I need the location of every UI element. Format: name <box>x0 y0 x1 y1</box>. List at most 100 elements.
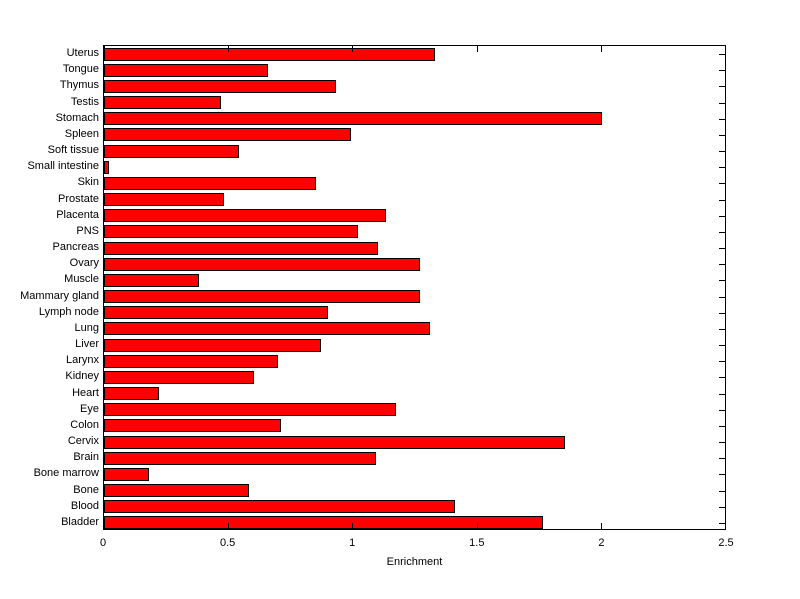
y-tick-label-cervix: Cervix <box>67 435 99 448</box>
x-tick-mark <box>228 523 229 529</box>
y-tick-mark <box>719 458 725 459</box>
y-tick-mark <box>719 280 725 281</box>
bar-tongue <box>104 63 268 77</box>
bar-colon <box>104 419 281 433</box>
x-tick-mark <box>104 46 105 52</box>
y-tick-mark <box>719 442 725 443</box>
y-tick-label-small-intestine: Small intestine <box>27 160 99 173</box>
y-tick-label-larynx: Larynx <box>65 354 99 367</box>
x-tick-mark <box>477 46 478 52</box>
y-tick-mark <box>719 377 725 378</box>
y-tick-mark <box>719 119 725 120</box>
y-tick-mark <box>719 361 725 362</box>
bar-brain <box>104 451 376 465</box>
bar-stomach <box>104 112 602 126</box>
y-tick-mark <box>719 313 725 314</box>
bar-muscle <box>104 273 199 287</box>
y-tick-mark <box>719 264 725 265</box>
x-tick-mark <box>725 46 726 52</box>
y-tick-label-pancreas: Pancreas <box>52 241 99 254</box>
bar-soft-tissue <box>104 144 239 158</box>
x-tick-mark <box>352 46 353 52</box>
bar-eye <box>104 403 396 417</box>
bar-blood <box>104 500 455 514</box>
bar-pns <box>104 225 358 239</box>
y-tick-label-thymus: Thymus <box>59 79 99 92</box>
y-tick-mark <box>719 86 725 87</box>
y-tick-mark <box>719 54 725 55</box>
bar-bladder <box>104 516 543 530</box>
y-tick-label-mammary-gland: Mammary gland <box>20 289 99 302</box>
y-tick-mark <box>719 70 725 71</box>
bar-bone-marrow <box>104 467 149 481</box>
bar-spleen <box>104 128 351 142</box>
y-tick-mark <box>719 426 725 427</box>
y-tick-mark <box>719 248 725 249</box>
bar-kidney <box>104 370 254 384</box>
y-tick-label-spleen: Spleen <box>64 127 99 140</box>
y-tick-label-lymph-node: Lymph node <box>38 305 99 318</box>
x-tick-label-2: 2 <box>598 537 605 549</box>
bar-liver <box>104 338 321 352</box>
y-tick-label-skin: Skin <box>77 176 99 189</box>
y-tick-label-kidney: Kidney <box>65 370 99 383</box>
bar-cervix <box>104 435 565 449</box>
y-tick-mark <box>719 491 725 492</box>
bar-pancreas <box>104 241 378 255</box>
y-tick-mark <box>719 151 725 152</box>
y-tick-label-bone: Bone <box>73 483 99 496</box>
y-tick-label-tongue: Tongue <box>62 63 99 76</box>
x-tick-label-0: 0 <box>99 537 107 549</box>
y-tick-label-brain: Brain <box>73 451 99 464</box>
y-tick-label-soft-tissue: Soft tissue <box>47 144 99 157</box>
y-tick-label-testis: Testis <box>70 95 99 108</box>
y-tick-label-blood: Blood <box>70 499 99 512</box>
y-tick-mark <box>719 167 725 168</box>
x-tick-mark <box>601 523 602 529</box>
bar-small-intestine <box>104 160 109 174</box>
y-tick-mark <box>719 183 725 184</box>
y-tick-mark <box>719 103 725 104</box>
y-tick-mark <box>719 297 725 298</box>
y-tick-mark <box>719 523 725 524</box>
x-tick-label-2-5: 2.5 <box>718 537 734 549</box>
y-tick-label-heart: Heart <box>72 386 99 399</box>
y-tick-label-bladder: Bladder <box>61 515 99 528</box>
y-tick-label-pns: PNS <box>76 224 99 237</box>
x-tick-mark <box>477 523 478 529</box>
y-tick-mark <box>719 135 725 136</box>
y-tick-label-placenta: Placenta <box>56 208 99 221</box>
y-tick-label-liver: Liver <box>75 338 99 351</box>
y-tick-mark <box>719 410 725 411</box>
bar-lung <box>104 322 430 336</box>
x-tick-label-1-5: 1.5 <box>469 537 485 549</box>
y-tick-mark <box>719 232 725 233</box>
x-tick-mark <box>352 523 353 529</box>
x-tick-mark <box>228 46 229 52</box>
x-tick-mark <box>725 523 726 529</box>
x-tick-mark <box>104 523 105 529</box>
bar-testis <box>104 96 221 110</box>
y-tick-label-stomach: Stomach <box>55 111 99 124</box>
bar-heart <box>104 387 159 401</box>
y-tick-mark <box>719 329 725 330</box>
y-tick-label-colon: Colon <box>70 418 99 431</box>
y-tick-mark <box>719 200 725 201</box>
y-tick-mark <box>719 474 725 475</box>
bar-skin <box>104 176 316 190</box>
x-tick-label-0-5: 0.5 <box>219 537 236 549</box>
y-tick-mark <box>719 507 725 508</box>
x-axis-label: Enrichment <box>386 556 443 568</box>
y-tick-label-ovary: Ovary <box>69 257 99 270</box>
y-tick-label-bone-marrow: Bone marrow <box>33 467 99 480</box>
plot-area <box>103 45 726 530</box>
y-tick-label-prostate: Prostate <box>58 192 99 205</box>
bar-lymph-node <box>104 306 328 320</box>
y-tick-label-muscle: Muscle <box>64 273 99 286</box>
y-tick-label-eye: Eye <box>80 402 99 415</box>
y-tick-mark <box>719 345 725 346</box>
bar-mammary-gland <box>104 290 420 304</box>
y-tick-mark <box>719 394 725 395</box>
bar-bone <box>104 484 249 498</box>
